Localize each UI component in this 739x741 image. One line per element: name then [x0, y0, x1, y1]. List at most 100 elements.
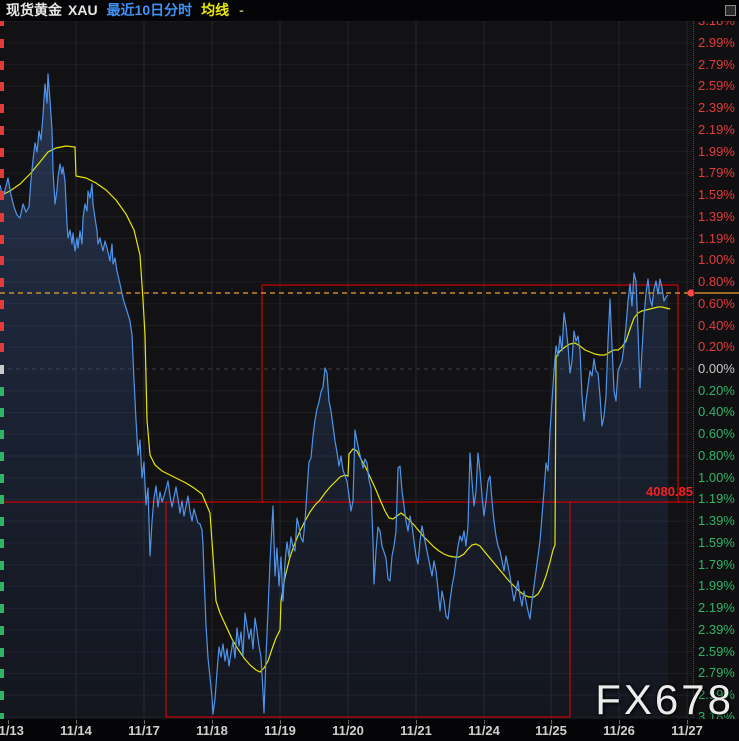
x-axis-date-label: 11/25	[535, 723, 567, 738]
y-axis-label: 1.59%	[698, 187, 735, 203]
left-axis-clipped-label	[0, 82, 4, 92]
x-axis-tick	[416, 720, 417, 724]
left-axis-clipped-label	[0, 386, 4, 396]
x-axis: 11/13 11/14 11/17 11/18 11/19 11/20 11/21 11/24…	[0, 719, 739, 741]
left-axis-clipped-label	[0, 147, 4, 157]
y-axis-label: 1.39%	[698, 513, 735, 529]
left-axis-clipped-label	[0, 451, 4, 461]
title-dash: -	[239, 2, 244, 18]
y-axis-label: 1.99%	[698, 578, 735, 594]
left-axis-clipped-label	[0, 191, 4, 201]
y-axis-label: 1.19%	[698, 230, 735, 246]
left-axis-clipped-label	[0, 278, 4, 288]
x-axis-tick	[8, 720, 9, 724]
x-axis-date-label: 11/18	[196, 723, 228, 738]
x-axis-tick	[280, 720, 281, 724]
y-axis-label: 2.99%	[698, 34, 735, 50]
y-axis: 3.18%2.99%2.79%2.59%2.39%2.19%1.99%1.79%…	[693, 13, 739, 724]
x-axis-tick	[484, 720, 485, 724]
x-axis-tick	[212, 720, 213, 724]
y-axis-label: 1.00%	[698, 252, 735, 268]
y-axis-label: 0.60%	[698, 295, 735, 311]
y-axis-label: 1.00%	[698, 469, 735, 485]
x-axis-date-label: 11/24	[468, 723, 500, 738]
period-label[interactable]: 最近10日分时	[106, 2, 193, 18]
left-axis-clipped-label	[0, 538, 4, 548]
x-axis-tick	[687, 720, 688, 724]
left-axis-clipped-label	[0, 669, 4, 679]
y-axis-label: 2.19%	[698, 600, 735, 616]
left-axis-clipped-label	[0, 495, 4, 505]
x-axis-date-label: 11/14	[60, 723, 92, 738]
y-axis-label: 1.39%	[698, 208, 735, 224]
left-axis-clipped-label	[0, 517, 4, 527]
left-axis-clipped-label	[0, 60, 4, 70]
y-axis-label: 2.39%	[698, 100, 735, 116]
window-icon[interactable]	[725, 5, 736, 16]
y-axis-label: 1.79%	[698, 165, 735, 181]
x-axis-date-label: 11/13	[0, 723, 24, 738]
x-axis-date-label: 11/20	[332, 723, 364, 738]
y-axis-label: 0.80%	[698, 274, 735, 290]
left-axis-clipped-label	[0, 321, 4, 331]
ma-label[interactable]: 均线	[201, 2, 230, 18]
ma-line-series	[0, 145, 671, 673]
x-axis-tick	[76, 720, 77, 724]
left-axis-clipped-label	[0, 343, 4, 353]
title-bar: 现货黄金 XAU 最近10日分时 均线 -	[0, 0, 739, 21]
left-axis-clipped-label	[0, 234, 4, 244]
y-axis-label: 0.40%	[698, 404, 735, 420]
x-axis-date-label: 11/21	[400, 723, 432, 738]
y-axis-label: 0.00%	[698, 361, 735, 376]
price-level-label: 4080.85	[646, 484, 693, 499]
left-axis-clipped-label	[0, 647, 4, 657]
y-axis-label: 2.79%	[698, 56, 735, 72]
x-axis-date-label: 11/27	[671, 723, 703, 738]
left-axis-clipped-label	[0, 125, 4, 135]
price-line-series	[0, 73, 669, 715]
x-axis-date-label: 11/19	[264, 723, 296, 738]
left-axis-clipped-label	[0, 169, 4, 179]
current-price-dot	[687, 289, 695, 297]
y-axis-label: 2.39%	[698, 621, 735, 637]
y-axis-label: 0.20%	[698, 339, 735, 355]
y-axis-label: 0.40%	[698, 317, 735, 333]
y-axis-label: 2.59%	[698, 78, 735, 94]
y-axis-label: 2.99%	[698, 687, 735, 703]
left-axis-clipped-label	[0, 604, 4, 614]
x-axis-tick	[144, 720, 145, 724]
symbol-code: XAU	[68, 2, 98, 18]
x-axis-date-label: 11/17	[128, 723, 160, 738]
left-axis-clipped-label	[0, 299, 4, 309]
left-axis-clipped-label	[0, 212, 4, 222]
y-axis-label: 2.79%	[698, 665, 735, 681]
y-axis-label: 0.60%	[698, 426, 735, 442]
left-axis-clipped-label	[0, 712, 4, 722]
left-axis-clipped-label	[0, 104, 4, 114]
y-axis-label: 2.59%	[698, 643, 735, 659]
left-axis-clipped-label	[0, 473, 4, 483]
left-axis-clipped-label	[0, 38, 4, 48]
y-axis-label: 1.79%	[698, 556, 735, 572]
y-axis-label: 1.19%	[698, 491, 735, 507]
left-axis-clipped-label	[0, 582, 4, 592]
left-axis-clipped-label	[0, 625, 4, 635]
left-axis-clipped-label	[0, 691, 4, 701]
left-axis-clipped-label	[0, 560, 4, 570]
x-axis-tick	[551, 720, 552, 724]
y-axis-label: 1.59%	[698, 534, 735, 550]
x-axis-tick	[348, 720, 349, 724]
watermark-logo: FX678	[595, 676, 734, 723]
y-axis-label: 0.80%	[698, 447, 735, 463]
y-axis-label: 1.99%	[698, 143, 735, 159]
x-axis-date-label: 11/26	[603, 723, 635, 738]
left-axis-clipped-label	[0, 408, 4, 418]
left-axis-clipped-label	[0, 17, 4, 27]
y-axis-label: 0.20%	[698, 382, 735, 398]
y-axis-label: 2.19%	[698, 121, 735, 137]
left-axis-clipped-label	[0, 256, 4, 266]
symbol-name: 现货黄金	[6, 2, 62, 18]
left-axis-clipped-label	[0, 365, 4, 374]
price-area-fill	[0, 74, 668, 719]
